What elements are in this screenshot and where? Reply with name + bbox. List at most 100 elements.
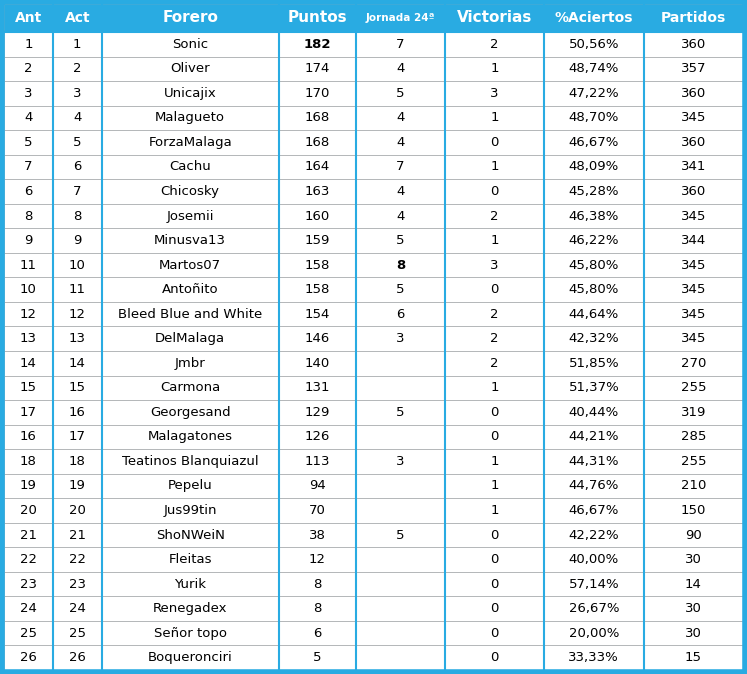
Bar [444, 253, 544, 278]
Bar [356, 302, 444, 326]
Bar [102, 375, 279, 400]
Bar [53, 351, 102, 375]
Text: 3: 3 [24, 87, 33, 100]
Bar [444, 474, 544, 498]
Bar [102, 547, 279, 572]
Bar [279, 425, 356, 449]
Text: 126: 126 [305, 431, 330, 443]
Bar [644, 204, 743, 228]
Bar [102, 57, 279, 81]
Text: 40,44%: 40,44% [568, 406, 619, 419]
Text: 0: 0 [490, 283, 498, 296]
Text: 90: 90 [685, 528, 701, 541]
Bar [444, 547, 544, 572]
Bar [444, 179, 544, 204]
Bar [356, 106, 444, 130]
Bar [644, 498, 743, 523]
Text: 70: 70 [309, 504, 326, 517]
Bar [544, 81, 644, 106]
Text: 164: 164 [305, 160, 330, 173]
Text: Sonic: Sonic [172, 38, 208, 51]
Bar [102, 81, 279, 106]
Text: Malagatones: Malagatones [148, 431, 233, 443]
Bar [4, 179, 53, 204]
Text: 6: 6 [396, 308, 405, 321]
Text: 255: 255 [681, 381, 706, 394]
Bar [444, 596, 544, 621]
Bar [356, 351, 444, 375]
Bar [544, 400, 644, 425]
Text: 158: 158 [305, 283, 330, 296]
Text: 0: 0 [490, 602, 498, 615]
Text: 21: 21 [69, 528, 86, 541]
Text: Cachu: Cachu [170, 160, 211, 173]
Bar [53, 326, 102, 351]
Bar [544, 278, 644, 302]
Text: 10: 10 [69, 259, 86, 272]
Bar [102, 621, 279, 646]
Text: 159: 159 [305, 234, 330, 247]
Text: 0: 0 [490, 431, 498, 443]
Text: 45,80%: 45,80% [568, 259, 619, 272]
Text: 15: 15 [20, 381, 37, 394]
Text: 270: 270 [681, 357, 706, 370]
Text: 30: 30 [685, 627, 701, 640]
Text: 24: 24 [20, 602, 37, 615]
Text: 131: 131 [305, 381, 330, 394]
Text: 1: 1 [490, 160, 499, 173]
Bar [4, 596, 53, 621]
Text: Martos07: Martos07 [159, 259, 221, 272]
Bar [4, 498, 53, 523]
Bar [53, 253, 102, 278]
Text: 44,21%: 44,21% [568, 431, 619, 443]
Bar [356, 621, 444, 646]
Bar [102, 400, 279, 425]
Text: 360: 360 [681, 185, 706, 198]
Bar [279, 547, 356, 572]
Text: 2: 2 [490, 38, 499, 51]
Bar [279, 351, 356, 375]
Text: 2: 2 [24, 62, 33, 75]
Text: ShoNWeiN: ShoNWeiN [156, 528, 225, 541]
Text: 360: 360 [681, 136, 706, 149]
Text: 210: 210 [681, 479, 706, 493]
Text: 19: 19 [20, 479, 37, 493]
Text: 2: 2 [73, 62, 81, 75]
Bar [53, 179, 102, 204]
Bar [544, 498, 644, 523]
Text: 8: 8 [396, 259, 405, 272]
Text: 0: 0 [490, 553, 498, 566]
Text: 1: 1 [490, 111, 499, 125]
Bar [444, 32, 544, 57]
Bar [53, 621, 102, 646]
Bar [4, 621, 53, 646]
Text: 5: 5 [396, 406, 405, 419]
Bar [4, 400, 53, 425]
Bar [444, 375, 544, 400]
Text: 3: 3 [490, 87, 499, 100]
Text: Chicosky: Chicosky [161, 185, 220, 198]
Text: 4: 4 [396, 136, 405, 149]
Text: Antoñito: Antoñito [162, 283, 219, 296]
Bar [53, 498, 102, 523]
Bar [544, 646, 644, 670]
Bar [544, 572, 644, 596]
Text: 4: 4 [396, 185, 405, 198]
Bar [279, 474, 356, 498]
Text: 14: 14 [20, 357, 37, 370]
Bar [4, 302, 53, 326]
Bar [4, 547, 53, 572]
Text: 4: 4 [24, 111, 33, 125]
Text: 57,14%: 57,14% [568, 578, 619, 590]
Text: 30: 30 [685, 602, 701, 615]
Text: 45,80%: 45,80% [568, 283, 619, 296]
Bar [4, 326, 53, 351]
Text: 14: 14 [685, 578, 701, 590]
Text: Minusva13: Minusva13 [154, 234, 226, 247]
Text: 5: 5 [396, 528, 405, 541]
Text: 22: 22 [20, 553, 37, 566]
Text: %Aciertos: %Aciertos [554, 11, 633, 25]
Bar [356, 498, 444, 523]
Bar [279, 523, 356, 547]
Bar [544, 474, 644, 498]
